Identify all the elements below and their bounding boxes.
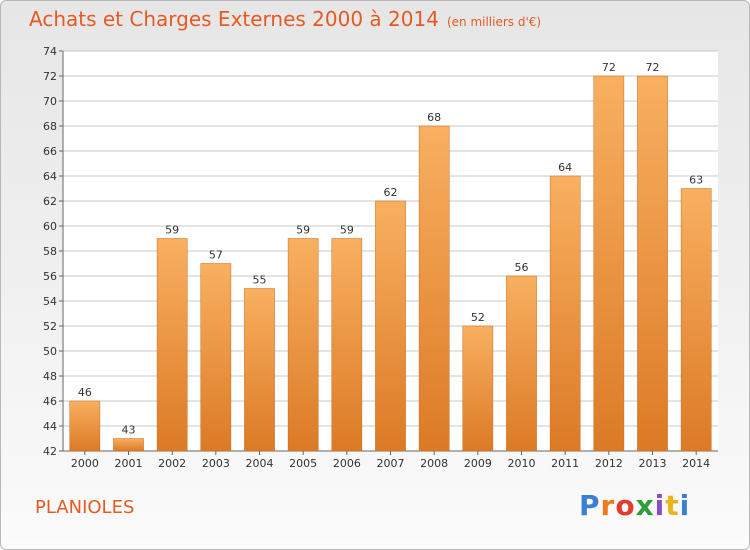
bar [549, 175, 581, 452]
bar [680, 188, 712, 452]
chart-title: Achats et Charges Externes 2000 à 2014 (e… [29, 7, 541, 31]
bar [69, 400, 101, 452]
y-tick-label: 66 [43, 145, 57, 158]
data-label: 72 [602, 61, 616, 74]
data-label: 63 [689, 174, 703, 187]
bar [244, 288, 275, 452]
x-tick-label: 2004 [246, 457, 274, 470]
y-tick-label: 62 [43, 195, 57, 208]
y-tick-label: 58 [43, 245, 57, 258]
proxiti-logo: Proxiti [579, 489, 690, 522]
logo-letter: P [579, 489, 601, 522]
y-tick-label: 50 [43, 345, 57, 358]
y-tick-label: 72 [43, 70, 57, 83]
x-tick-label: 2009 [464, 457, 492, 470]
x-tick-label: 2002 [158, 457, 186, 470]
x-tick-label: 2010 [508, 457, 536, 470]
y-tick-label: 42 [43, 445, 57, 458]
bar [418, 125, 450, 452]
data-label: 56 [515, 261, 529, 274]
data-label: 68 [427, 111, 441, 124]
logo-letter: i [654, 489, 666, 522]
y-tick-label: 68 [43, 120, 57, 133]
bar [462, 325, 494, 452]
logo-letter: t [665, 489, 680, 522]
x-tick-label: 2008 [420, 457, 448, 470]
y-tick-label: 74 [43, 45, 57, 58]
x-tick-label: 2003 [202, 457, 230, 470]
bar [200, 263, 232, 452]
data-label: 59 [165, 224, 179, 237]
x-tick-label: 2012 [595, 457, 623, 470]
y-tick-label: 70 [43, 95, 57, 108]
data-label: 43 [122, 424, 136, 437]
logo-letter: r [600, 489, 616, 522]
bar [375, 200, 406, 452]
x-tick-label: 2013 [639, 457, 667, 470]
bar [506, 275, 537, 452]
data-label: 72 [646, 61, 660, 74]
x-tick-label: 2006 [333, 457, 361, 470]
y-tick-label: 44 [43, 420, 57, 433]
y-tick-label: 56 [43, 270, 57, 283]
bar [593, 75, 625, 452]
chart-unit: (en milliers d'€) [446, 15, 542, 29]
logo-letter: i [679, 489, 691, 522]
x-tick-label: 2001 [115, 457, 143, 470]
y-tick-label: 60 [43, 220, 57, 233]
bar [156, 238, 188, 452]
y-tick-label: 52 [43, 320, 57, 333]
x-tick-label: 2007 [377, 457, 405, 470]
x-tick-label: 2000 [71, 457, 99, 470]
chart-title-text: Achats et Charges Externes 2000 à 2014 [29, 7, 439, 31]
bar [287, 238, 319, 452]
logo-letter: o [615, 489, 636, 522]
data-label: 52 [471, 311, 485, 324]
data-label: 64 [558, 161, 572, 174]
data-label: 57 [209, 249, 223, 262]
y-tick-label: 54 [43, 295, 57, 308]
y-tick-label: 64 [43, 170, 57, 183]
y-tick-label: 46 [43, 395, 57, 408]
bar [331, 238, 363, 452]
bar [637, 75, 668, 452]
data-label: 62 [384, 186, 398, 199]
data-label: 46 [78, 386, 92, 399]
y-tick-label: 48 [43, 370, 57, 383]
x-tick-label: 2011 [551, 457, 579, 470]
x-tick-label: 2014 [682, 457, 710, 470]
x-tick-label: 2005 [289, 457, 317, 470]
bar [113, 438, 144, 452]
logo-letter: x [635, 489, 655, 522]
place-name: PLANIOLES [35, 497, 135, 518]
data-label: 59 [296, 224, 310, 237]
data-label: 55 [253, 274, 267, 287]
data-label: 59 [340, 224, 354, 237]
